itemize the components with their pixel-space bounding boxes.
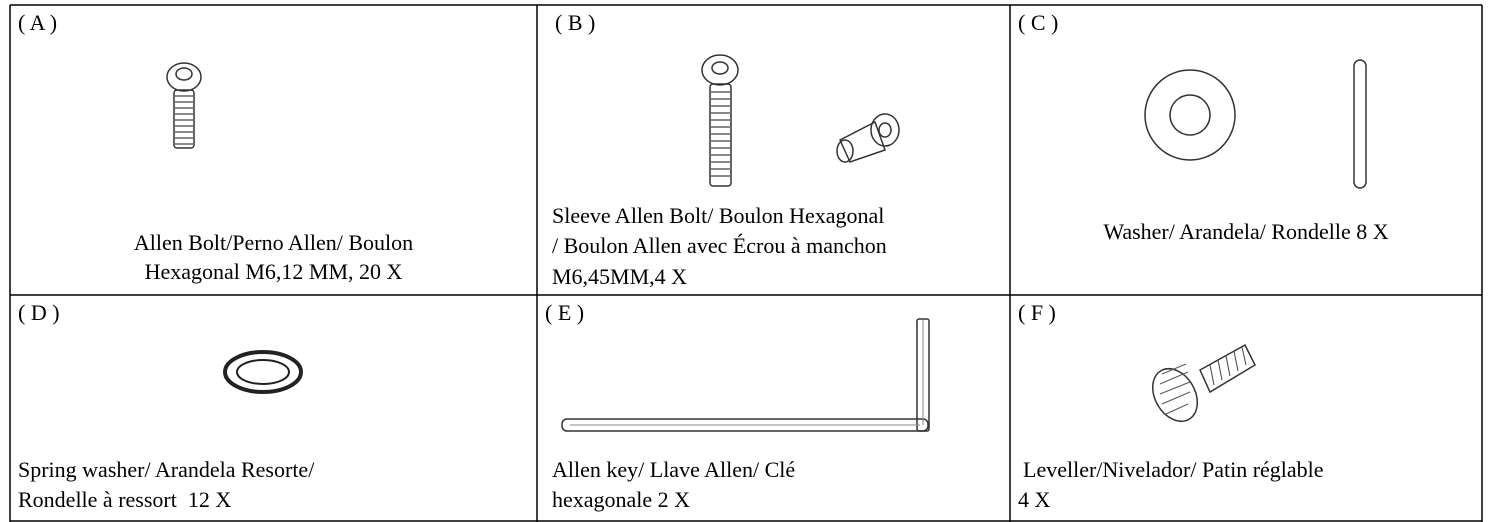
desc-line: Leveller/Nivelador/ Patin réglable	[1023, 457, 1324, 482]
desc-line: Allen key/ Llave Allen/ Clé	[552, 457, 796, 482]
desc-line: Allen Bolt/Perno Allen/ Boulon	[133, 230, 414, 255]
washer-c	[1144, 59, 1367, 189]
label: ( C )	[1018, 10, 1059, 35]
label: ( B )	[555, 10, 596, 35]
label: ( D )	[18, 300, 60, 325]
label: ( F )	[1018, 300, 1056, 325]
allen-key-e	[561, 318, 930, 432]
label: ( A )	[18, 10, 58, 35]
bolt-b	[701, 54, 900, 187]
desc-line: Sleeve Allen Bolt/ Boulon Hexagonal	[552, 203, 885, 228]
label: ( E )	[545, 300, 585, 325]
bolt-a	[166, 62, 202, 149]
table-borders	[9, 4, 1483, 522]
desc-line: Rondelle à ressort 12 X	[18, 487, 232, 512]
desc-line: M6,45MM,4 X	[552, 264, 688, 289]
leveller-f	[1151, 343, 1256, 422]
desc-line: hexagonale 2 X	[552, 487, 691, 512]
spring-washer-d	[223, 350, 303, 394]
desc-line: Hexagonal M6,12 MM, 20 X	[144, 259, 403, 284]
desc-line: 4 X	[1018, 487, 1051, 512]
desc-line: Washer/ Arandela/ Rondelle 8 X	[1103, 219, 1389, 244]
desc-line: Spring washer/ Arandela Resorte/	[18, 457, 315, 482]
desc-line: / Boulon Allen avec Écrou à manchon	[552, 233, 887, 258]
